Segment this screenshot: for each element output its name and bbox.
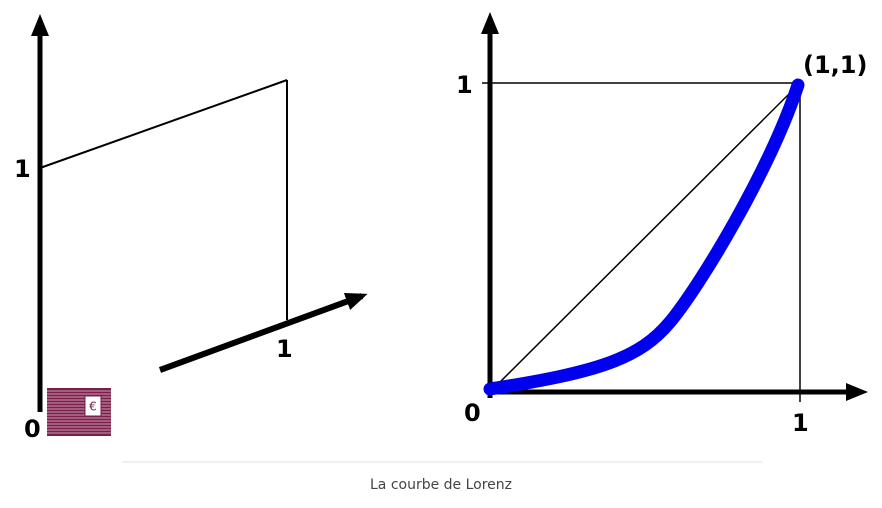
origin-label: 0 [464, 399, 481, 427]
y-label: 1 [14, 155, 31, 183]
lorenz-curve [483, 78, 805, 396]
currency-symbol: € [89, 400, 97, 414]
x-label: 1 [276, 335, 293, 363]
x-axis [158, 293, 368, 373]
guide-line [39, 79, 288, 169]
y-label: 1 [456, 71, 473, 99]
origin-label: 0 [24, 415, 41, 443]
right-diagram: 1 0 1 (1,1) [456, 12, 868, 437]
money-stack: € [47, 388, 111, 436]
x-label: 1 [792, 409, 809, 437]
bill-face [84, 395, 102, 417]
equality-line [489, 82, 801, 393]
left-diagram: €1 1 0 [14, 14, 368, 443]
caption: La courbe de Lorenz [370, 477, 512, 493]
corner-label: (1,1) [803, 51, 867, 79]
